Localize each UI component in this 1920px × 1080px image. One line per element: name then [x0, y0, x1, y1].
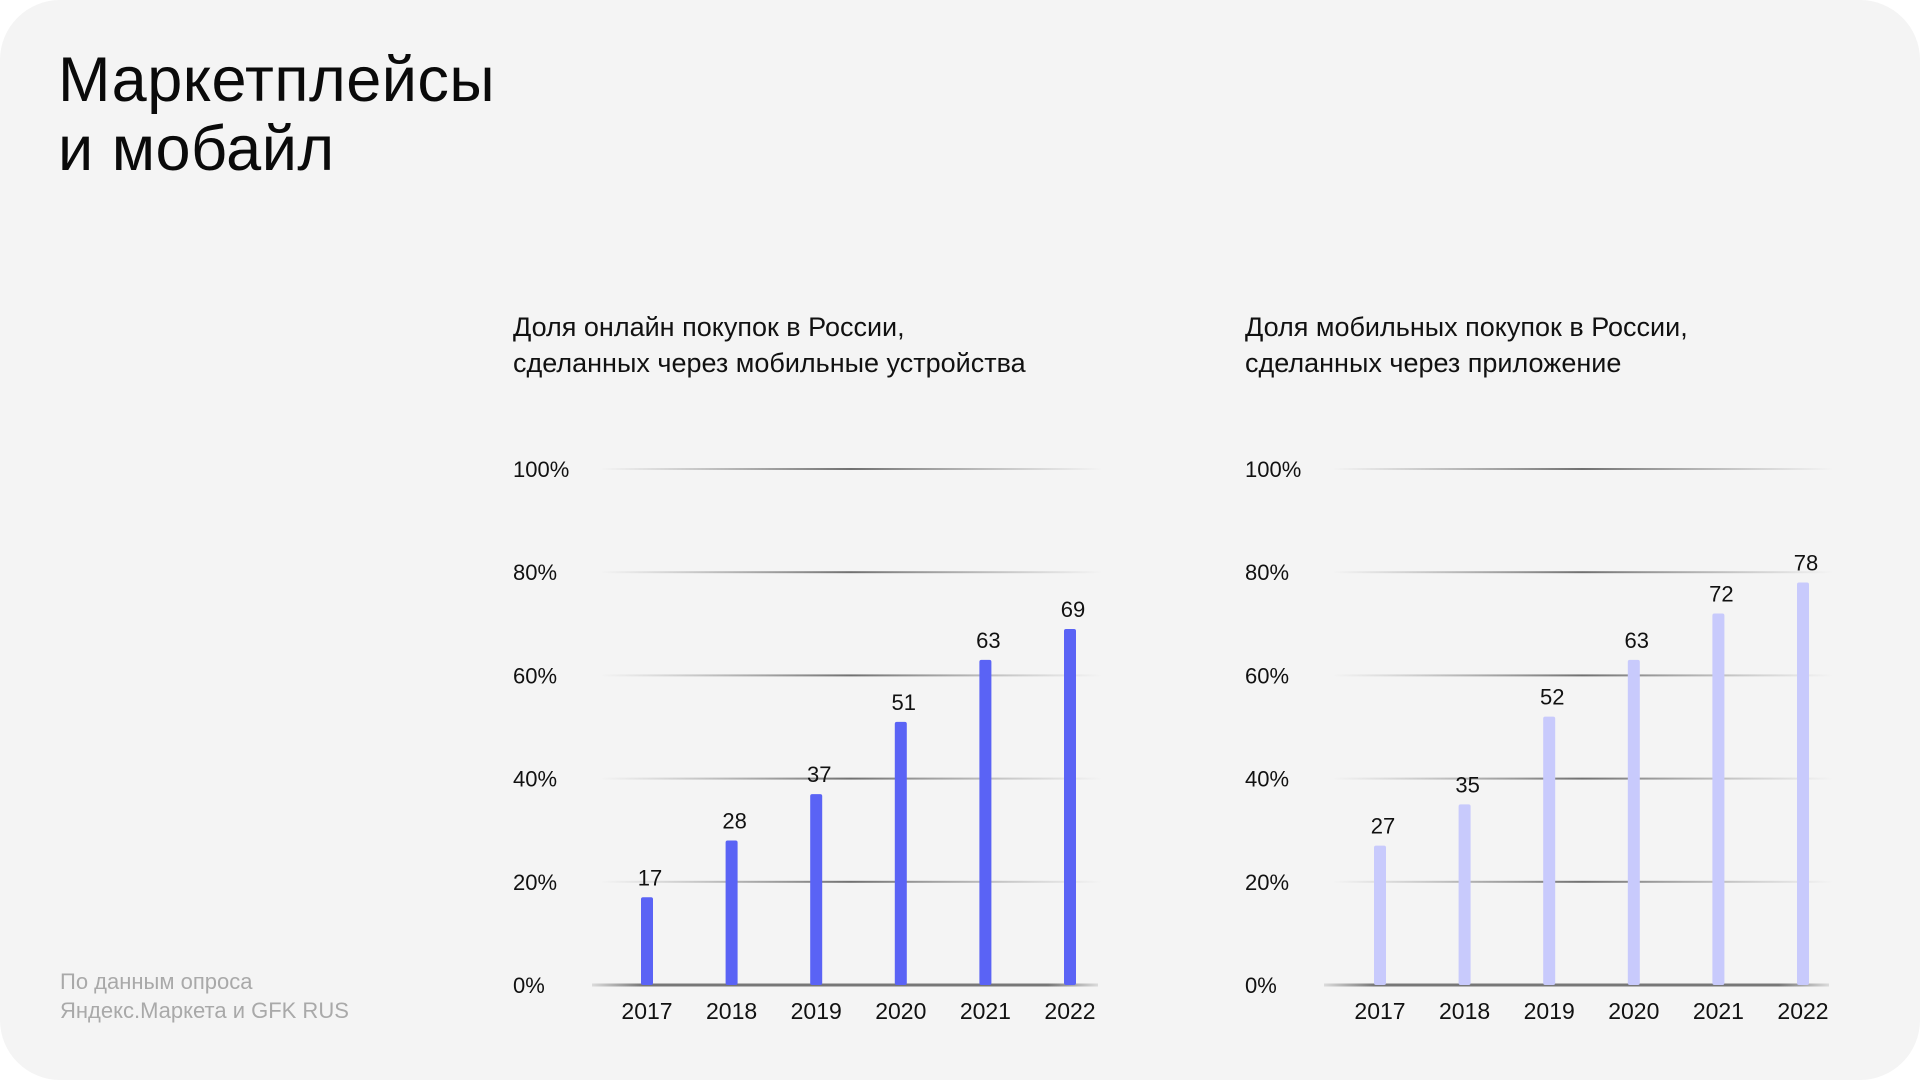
bar-2020: [894, 721, 907, 985]
bar-2021: [979, 659, 992, 985]
data-label: 28: [722, 809, 746, 834]
data-label: 51: [892, 690, 916, 715]
data-label: 37: [807, 762, 831, 787]
source-footnote-line-2: Яндекс.Маркета и GFK RUS: [60, 998, 349, 1023]
bar-2017: [641, 897, 653, 985]
data-label: 17: [638, 865, 662, 890]
bar-2018: [1458, 804, 1471, 985]
y-tick-label: 100%: [513, 457, 569, 482]
x-tick-label: 2022: [1777, 998, 1828, 1024]
gridline: [600, 571, 1102, 574]
x-tick-label: 2020: [1608, 998, 1659, 1024]
bar-2020: [1627, 659, 1640, 985]
x-tick-label: 2017: [621, 998, 672, 1024]
gridline: [600, 674, 1102, 677]
data-label: 27: [1371, 814, 1395, 839]
y-tick-label: 40%: [513, 767, 557, 792]
gridline: [600, 880, 1102, 883]
y-tick-label: 20%: [1245, 870, 1289, 895]
x-tick-label: 2019: [791, 998, 842, 1024]
x-tick-label: 2017: [1354, 998, 1405, 1024]
bar-2021: [1712, 613, 1725, 985]
x-tick-label: 2022: [1044, 998, 1095, 1024]
gridline: [1332, 468, 1833, 470]
bar-2022: [1064, 628, 1076, 985]
data-label: 63: [1625, 628, 1649, 653]
data-label: 35: [1455, 772, 1479, 797]
bar-2019: [1543, 716, 1556, 985]
gridline: [600, 777, 1102, 780]
gridline: [1332, 674, 1833, 677]
bar-2018: [725, 840, 738, 985]
y-tick-label: 40%: [1245, 767, 1289, 792]
bar-2022: [1797, 582, 1809, 985]
page-title-line-2: и мобайл: [58, 114, 335, 184]
chart-1-title-line-2: сделанных через мобильные устройства: [513, 348, 1026, 378]
data-label: 72: [1709, 581, 1733, 606]
x-tick-label: 2019: [1524, 998, 1575, 1024]
chart-2-title-line-2: сделанных через приложение: [1245, 348, 1622, 378]
gridline: [1332, 571, 1833, 574]
gridline: [1332, 880, 1833, 883]
x-tick-label: 2021: [960, 998, 1011, 1024]
bar-2019: [810, 794, 823, 985]
page-title-line-1: Маркетплейсы: [58, 45, 496, 115]
y-tick-label: 100%: [1245, 457, 1301, 482]
data-label: 78: [1794, 551, 1818, 576]
x-tick-label: 2020: [875, 998, 926, 1024]
chart-1-title-line-1: Доля онлайн покупок в России,: [513, 312, 905, 342]
y-tick-label: 80%: [1245, 560, 1289, 585]
x-tick-label: 2021: [1693, 998, 1744, 1024]
y-tick-label: 80%: [513, 560, 557, 585]
x-tick-label: 2018: [1439, 998, 1490, 1024]
x-tick-label: 2018: [706, 998, 757, 1024]
gridline: [1332, 777, 1833, 780]
data-label: 63: [976, 628, 1000, 653]
data-label: 69: [1061, 597, 1085, 622]
bar-2017: [1374, 845, 1386, 985]
source-footnote: По данным опроса Яндекс.Маркета и GFK RU…: [60, 967, 349, 1025]
source-footnote-line-1: По данным опроса: [60, 969, 253, 994]
y-tick-label: 60%: [1245, 663, 1289, 688]
y-tick-label: 60%: [513, 663, 557, 688]
x-axis-baseline: [1324, 983, 1829, 987]
page-title: Маркетплейсы и мобайл: [58, 46, 495, 184]
y-tick-label: 0%: [513, 973, 545, 998]
y-tick-label: 0%: [1245, 973, 1277, 998]
chart-1-title: Доля онлайн покупок в России, сделанных …: [513, 309, 1026, 381]
gridline: [600, 468, 1102, 470]
chart-2-title: Доля мобильных покупок в России, сделанн…: [1245, 309, 1688, 381]
data-label: 52: [1540, 685, 1564, 710]
y-tick-label: 20%: [513, 870, 557, 895]
x-axis-baseline: [592, 983, 1098, 987]
chart-2-title-line-1: Доля мобильных покупок в России,: [1245, 312, 1688, 342]
